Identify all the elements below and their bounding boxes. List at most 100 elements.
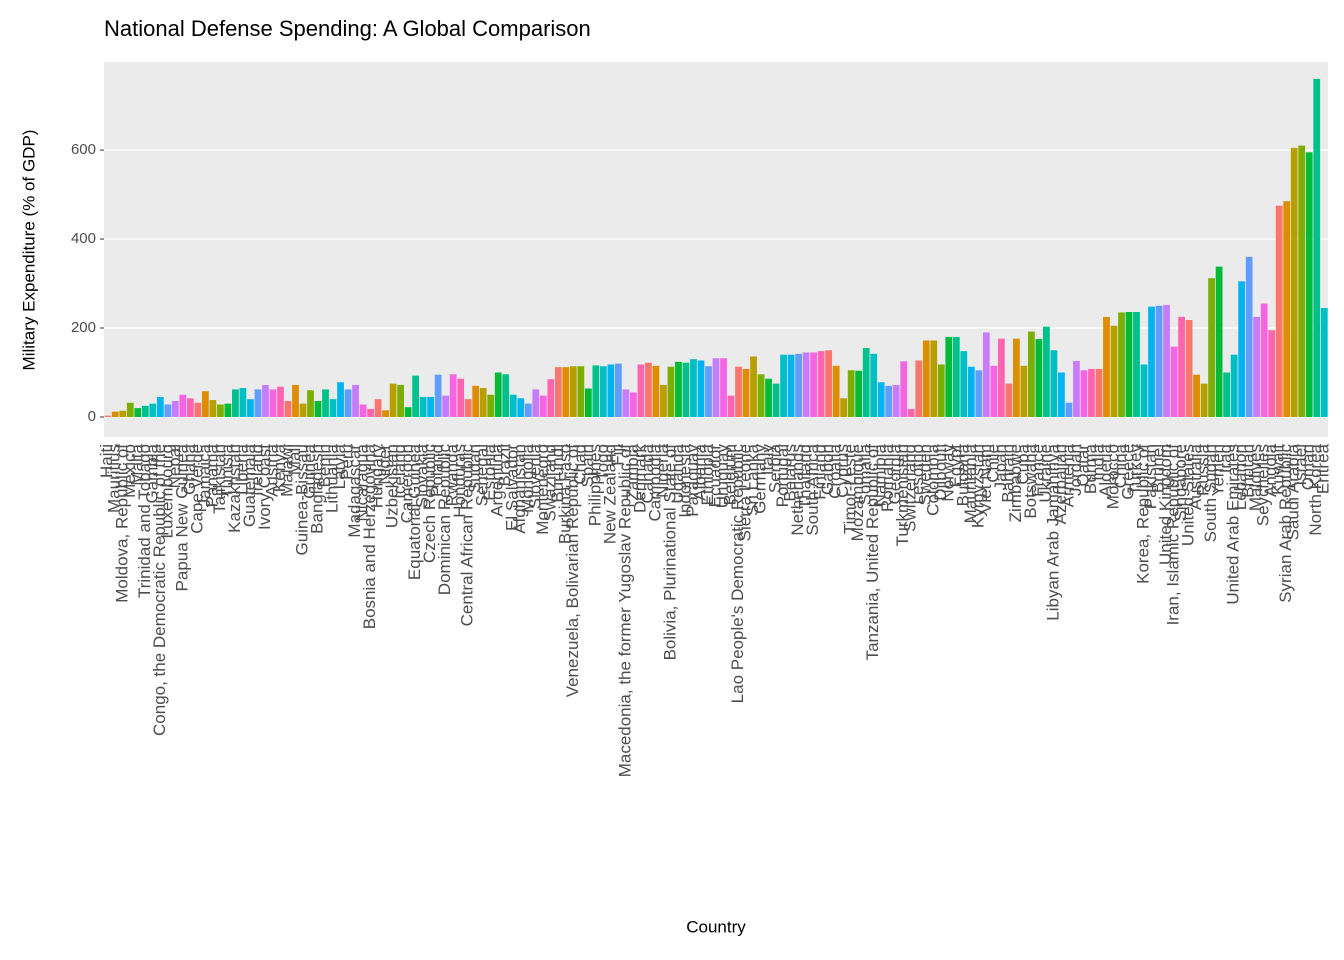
x-tick-label: Morocco <box>1103 444 1122 509</box>
x-tick-label: Cyprus <box>833 444 852 498</box>
x-tick-label: Spain <box>578 444 597 487</box>
bar <box>397 384 404 417</box>
x-tick-label: Burma <box>1081 443 1100 494</box>
bar <box>1290 147 1298 417</box>
bar <box>502 374 510 417</box>
x-tick-label: Mozambique <box>848 444 867 541</box>
bar <box>1148 306 1155 417</box>
bar <box>277 386 284 417</box>
bar <box>367 408 374 417</box>
x-tick-label: Switzerland <box>901 444 920 532</box>
y-tick-label: 600 <box>71 141 96 158</box>
x-tick-label: Brunei <box>1149 444 1168 493</box>
x-tick-label: Papua New Guinea <box>172 443 191 591</box>
bar <box>1140 364 1148 417</box>
x-tick-label: Guinea <box>300 443 319 498</box>
x-tick-label: Moldova, Republic of <box>112 444 131 603</box>
x-tick-label: Ghana <box>180 443 199 495</box>
bar <box>840 398 848 417</box>
x-tick-label: El Salvador <box>503 444 522 531</box>
x-axis-title: Country <box>686 917 746 936</box>
x-tick-label: Botswana <box>1021 443 1040 518</box>
x-tick-label: Bangladesh <box>307 444 326 534</box>
bar <box>787 354 795 417</box>
x-tick-label: Australia <box>1186 443 1205 510</box>
bar <box>952 336 960 417</box>
x-tick-label: Rwanda <box>443 443 462 506</box>
x-tick-label: United Kingdom <box>1156 444 1175 565</box>
x-tick-label: Brazil <box>495 444 514 487</box>
x-tick-label: Bulgaria <box>953 443 972 506</box>
x-tick-label: Gambia <box>142 443 161 503</box>
bar <box>464 399 472 417</box>
x-tick-label: India <box>1088 443 1107 480</box>
bar <box>720 358 727 417</box>
bar <box>329 399 337 417</box>
bar <box>915 360 923 417</box>
bar <box>1230 354 1238 417</box>
x-tick-label: Egypt <box>946 444 965 488</box>
x-tick-label: Benin <box>315 444 334 487</box>
x-tick-label: Jamaica <box>195 443 214 507</box>
x-tick-label: Sierra Leone <box>736 444 755 541</box>
x-tick-label: Thailand <box>796 444 815 509</box>
x-tick-label: Mongolia <box>518 443 537 513</box>
bar <box>322 389 329 417</box>
bar <box>479 388 487 417</box>
bar <box>1223 372 1231 417</box>
x-tick-label: Gabon <box>818 444 837 495</box>
x-tick-label: Angola <box>1261 443 1280 496</box>
x-tick-label: Poland <box>428 444 447 497</box>
x-tick-label: Cambodia <box>645 443 664 521</box>
x-tick-label: Qatar <box>1073 444 1092 487</box>
bar <box>1020 365 1028 417</box>
bar <box>427 396 435 417</box>
x-tick-label: Finland <box>811 444 830 500</box>
bar <box>1245 256 1253 417</box>
bar <box>780 354 787 417</box>
bar <box>765 378 772 417</box>
x-tick-label: Haiti <box>97 444 116 478</box>
x-tick-label: Iraq <box>1216 444 1235 473</box>
bar <box>382 410 389 417</box>
x-tick-label: Saudi Arabia <box>1284 443 1303 540</box>
bar <box>412 375 420 417</box>
bar <box>1028 331 1035 417</box>
bar <box>750 356 757 417</box>
bar <box>487 394 495 417</box>
x-tick-label: Ivory Coast <box>255 444 274 530</box>
x-tick-label: South Africa <box>803 443 822 535</box>
x-tick-label: Mauritius <box>105 444 124 513</box>
bar <box>810 352 817 417</box>
x-tick-label: Malawi <box>277 444 296 497</box>
bar <box>239 388 247 417</box>
x-tick-label: Japan <box>991 444 1010 490</box>
bar <box>1208 278 1215 417</box>
x-tick-label: Romania <box>878 443 897 512</box>
bar <box>119 410 127 417</box>
bar <box>224 403 232 417</box>
bar <box>690 359 697 417</box>
bar <box>615 363 622 417</box>
bar <box>1058 372 1065 417</box>
bar <box>1275 205 1283 417</box>
bar <box>945 336 953 417</box>
x-tick-label: Cuba <box>1013 443 1032 484</box>
bar <box>877 382 885 417</box>
bar <box>269 389 277 417</box>
x-tick-label: Germany <box>751 444 770 514</box>
x-tick-label: Djibouti <box>931 444 950 501</box>
bar <box>1065 402 1073 417</box>
x-tick-label: Jordan <box>1066 444 1085 496</box>
x-tick-label: Kenya <box>270 443 289 492</box>
x-tick-label: Hungary <box>368 444 387 509</box>
x-tick-label: Chile <box>983 444 1002 483</box>
bar <box>104 415 112 417</box>
bar <box>539 395 547 417</box>
bar <box>855 370 863 417</box>
bar <box>832 365 840 417</box>
bar <box>524 403 532 417</box>
x-tick-label: Tunisia <box>217 443 236 498</box>
bar <box>254 389 262 417</box>
x-tick-label: Tajikistan <box>210 444 229 514</box>
